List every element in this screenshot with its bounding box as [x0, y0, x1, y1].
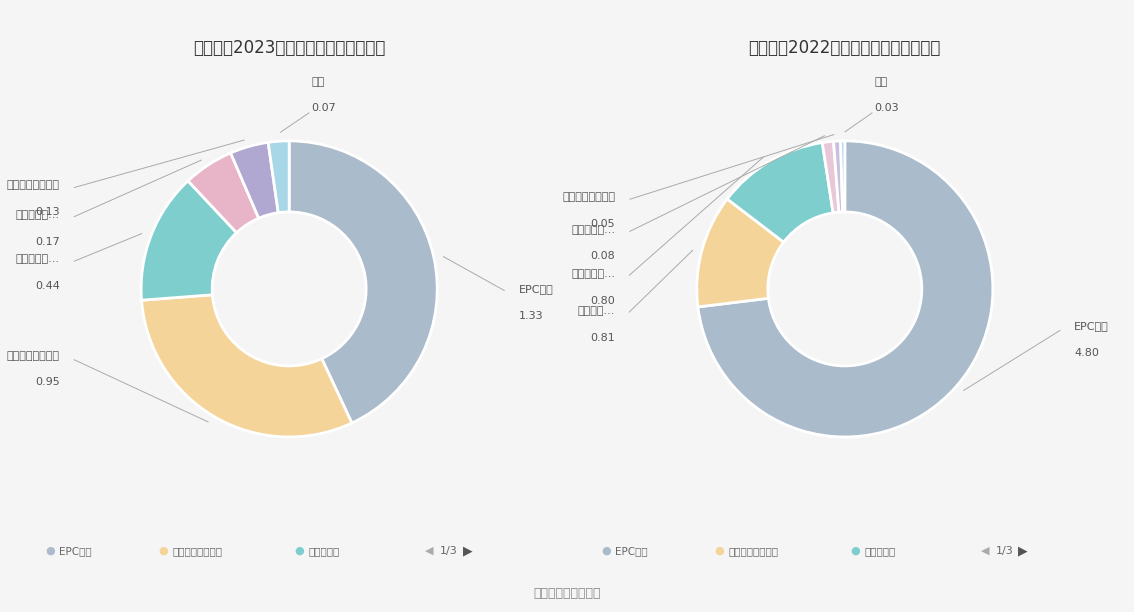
Text: 市政公共园林设计: 市政公共园林设计: [7, 351, 60, 360]
Text: 0.07: 0.07: [312, 103, 336, 113]
Text: 0.08: 0.08: [591, 252, 616, 261]
Text: 休闲度假园...: 休闲度假园...: [572, 269, 616, 279]
Text: ▶: ▶: [463, 544, 472, 558]
Text: EPC项目: EPC项目: [518, 284, 553, 294]
Text: 地产景观园林设计: 地产景观园林设计: [562, 192, 616, 202]
Text: ▶: ▶: [1018, 544, 1027, 558]
Text: 4.80: 4.80: [1074, 348, 1099, 357]
Text: 休闲度假园...: 休闲度假园...: [16, 255, 60, 264]
Text: 其他: 其他: [874, 76, 888, 87]
Wedge shape: [289, 141, 438, 423]
Title: 杭州园林2022年营业收入构成（亿元）: 杭州园林2022年营业收入构成（亿元）: [748, 39, 941, 57]
Wedge shape: [142, 295, 352, 437]
Text: 其他: 其他: [312, 76, 324, 87]
Title: 杭州园林2023年营业收入构成（亿元）: 杭州园林2023年营业收入构成（亿元）: [193, 39, 386, 57]
Wedge shape: [230, 143, 278, 218]
Text: 市政公共...: 市政公共...: [578, 306, 616, 316]
Text: 1.33: 1.33: [518, 310, 543, 321]
Text: ◀: ◀: [425, 546, 433, 556]
Text: 0.80: 0.80: [591, 296, 616, 306]
Text: 0.81: 0.81: [591, 333, 616, 343]
Text: 0.17: 0.17: [35, 237, 60, 247]
Text: ●: ●: [714, 546, 725, 556]
Text: ●: ●: [45, 546, 56, 556]
Text: 休闲度假园: 休闲度假园: [864, 546, 896, 556]
Wedge shape: [840, 141, 845, 212]
Text: 生态湿地园...: 生态湿地园...: [572, 225, 616, 235]
Text: 数据来源：恒生聚源: 数据来源：恒生聚源: [533, 587, 601, 600]
Wedge shape: [727, 143, 833, 242]
Text: ◀: ◀: [981, 546, 989, 556]
Text: 市政公共园林设计: 市政公共园林设计: [728, 546, 778, 556]
Text: 0.05: 0.05: [591, 218, 616, 229]
Text: ●: ●: [159, 546, 169, 556]
Wedge shape: [696, 199, 784, 307]
Text: 0.44: 0.44: [35, 281, 60, 291]
Text: 生态湿地园...: 生态湿地园...: [16, 210, 60, 220]
Text: 1/3: 1/3: [440, 546, 458, 556]
Text: EPC项目: EPC项目: [615, 546, 648, 556]
Text: 市政公共园林设计: 市政公共园林设计: [172, 546, 222, 556]
Wedge shape: [822, 141, 839, 213]
Text: 0.03: 0.03: [874, 103, 899, 113]
Text: 0.13: 0.13: [35, 207, 60, 217]
Wedge shape: [268, 141, 289, 213]
Text: 1/3: 1/3: [996, 546, 1014, 556]
Text: 地产景观园林设计: 地产景观园林设计: [7, 181, 60, 190]
Wedge shape: [833, 141, 843, 212]
Text: ●: ●: [295, 546, 305, 556]
Text: ●: ●: [850, 546, 861, 556]
Text: 0.95: 0.95: [35, 377, 60, 387]
Text: EPC项目: EPC项目: [1074, 321, 1109, 331]
Wedge shape: [188, 153, 259, 233]
Text: EPC项目: EPC项目: [59, 546, 92, 556]
Wedge shape: [141, 181, 237, 300]
Wedge shape: [697, 141, 993, 437]
Text: 休闲度假园: 休闲度假园: [308, 546, 340, 556]
Text: ●: ●: [601, 546, 611, 556]
